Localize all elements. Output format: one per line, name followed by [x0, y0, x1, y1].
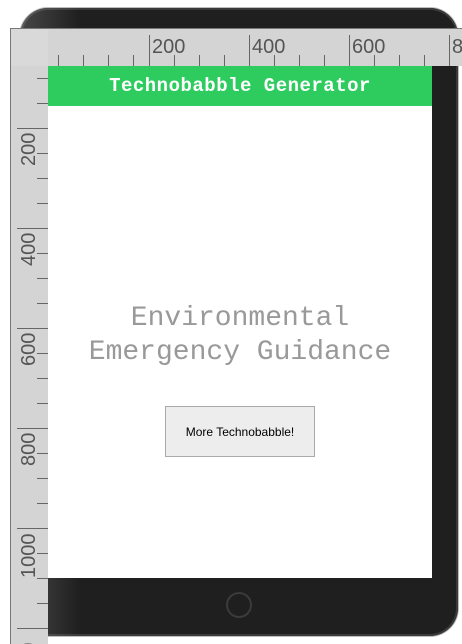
- horizontal-ruler-ticks: 200 400 600 8: [58, 35, 462, 66]
- ruler-label-600: 600: [352, 36, 385, 58]
- ruler-label-800-left: 800: [18, 433, 40, 466]
- ruler-label-200-left: 200: [18, 133, 40, 166]
- ruler-label-200: 200: [152, 36, 185, 58]
- horizontal-ruler: 200 400 600 8: [48, 28, 462, 66]
- home-button[interactable]: [226, 592, 252, 618]
- vertical-ruler: 200 400 600 800 1000 200: [10, 66, 48, 644]
- ruler-corner: [10, 28, 48, 66]
- ruler-label-400: 400: [252, 36, 285, 58]
- device-screen: Technobabble Generator Environmental Eme…: [48, 66, 432, 578]
- more-technobabble-button[interactable]: More Technobabble!: [165, 406, 315, 457]
- app-title: Technobabble Generator: [109, 75, 371, 97]
- technobabble-phrase: Environmental Emergency Guidance: [48, 302, 432, 370]
- ruler-label-600-left: 600: [18, 333, 40, 366]
- phrase-line-2: Emergency Guidance: [88, 337, 392, 368]
- vertical-ruler-ticks: 200 400 600 800 1000 200: [17, 78, 48, 644]
- ruler-label-1000-left: 1000: [18, 534, 40, 579]
- ruler-label-800: 8: [452, 36, 462, 58]
- phrase-line-1: Environmental: [130, 303, 350, 334]
- app-title-bar: Technobabble Generator: [48, 66, 432, 106]
- ruler-label-400-left: 400: [18, 233, 40, 266]
- ruler-label-1200-left: 200: [18, 643, 40, 644]
